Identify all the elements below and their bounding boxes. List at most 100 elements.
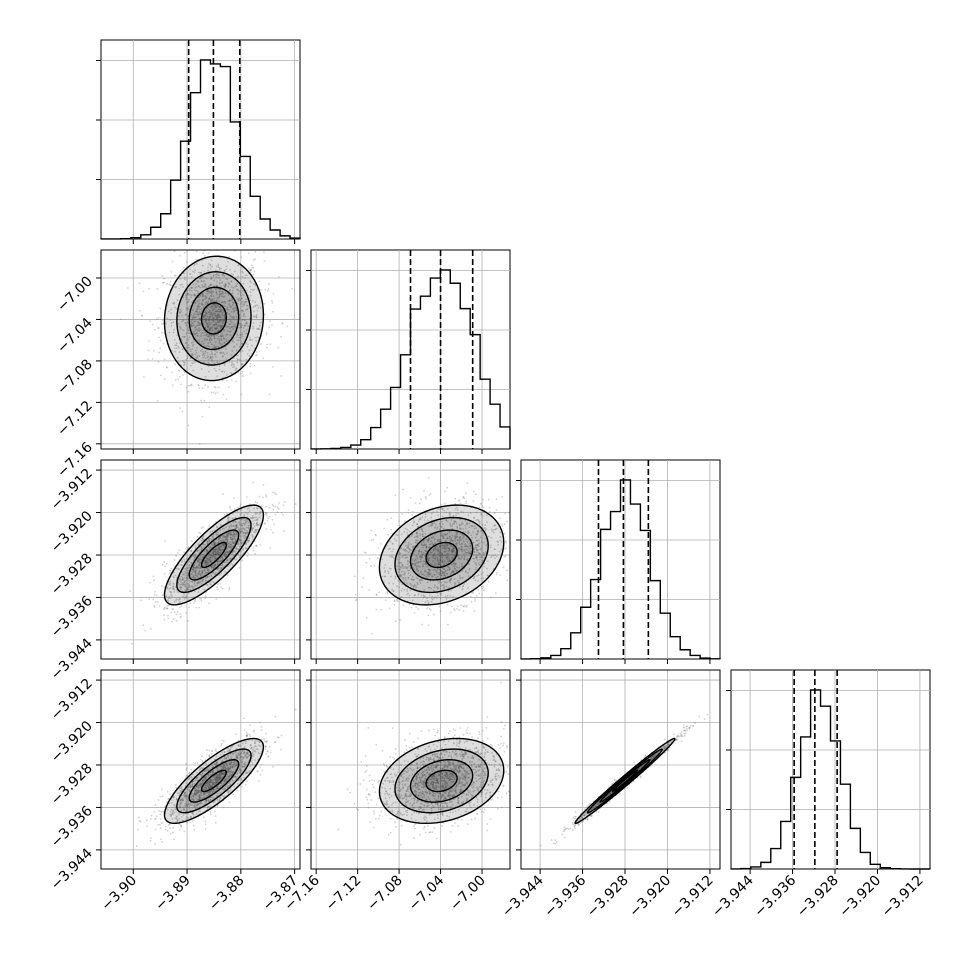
sample-point: [454, 540, 457, 542]
sample-point: [396, 534, 399, 537]
sample-point: [238, 538, 241, 541]
sample-point: [258, 495, 261, 498]
sample-point: [413, 559, 416, 562]
contour-line: [394, 516, 489, 594]
sample-point: [210, 543, 213, 545]
sample-point: [406, 593, 408, 596]
sample-point: [441, 571, 444, 574]
sample-point: [184, 567, 187, 570]
sample-point: [455, 522, 458, 525]
sample-point: [178, 287, 181, 290]
sample-point: [228, 525, 231, 528]
sample-point: [172, 826, 175, 829]
sample-point: [214, 355, 217, 358]
sample-point: [224, 536, 227, 539]
sample-point: [501, 525, 504, 527]
sample-point: [187, 592, 190, 595]
sample-point: [254, 336, 257, 339]
sample-point: [200, 582, 203, 585]
sample-point: [192, 568, 195, 570]
sample-point: [177, 582, 180, 584]
sample-point: [237, 292, 239, 295]
sample-point: [234, 306, 237, 309]
sample-point: [473, 575, 475, 578]
sample-point: [183, 335, 186, 338]
sample-point: [475, 556, 478, 559]
sample-point: [204, 353, 207, 355]
contour-line: [200, 302, 228, 335]
sample-point: [219, 316, 221, 319]
sample-point: [217, 321, 219, 324]
sample-point: [199, 532, 202, 535]
sample-point: [205, 549, 208, 552]
sample-point: [441, 561, 444, 563]
sample-point: [455, 506, 458, 509]
sample-point: [424, 544, 426, 547]
sample-point: [229, 557, 232, 560]
sample-point: [175, 576, 178, 579]
sample-point: [254, 512, 257, 514]
sample-point: [440, 531, 443, 534]
sample-point: [262, 357, 265, 360]
sample-point: [443, 560, 446, 563]
sample-point: [459, 585, 461, 588]
sample-point: [212, 334, 215, 337]
sample-point: [184, 278, 186, 281]
sample-point: [218, 277, 220, 279]
sample-point: [216, 280, 218, 283]
sample-point: [426, 581, 429, 583]
sample-point: [448, 547, 450, 550]
sample-point: [157, 326, 160, 329]
sample-point: [232, 521, 234, 524]
sample-point: [209, 337, 212, 339]
sample-point: [218, 290, 221, 293]
sample-point: [452, 545, 455, 548]
sample-point: [412, 546, 415, 549]
sample-point: [436, 548, 438, 551]
sample-point: [239, 360, 242, 362]
sample-point: [433, 527, 436, 529]
sample-point: [195, 250, 198, 253]
sample-point: [222, 493, 224, 495]
sample-point: [209, 560, 212, 563]
sample-point: [416, 535, 419, 538]
sample-point: [247, 521, 250, 524]
sample-point: [195, 310, 198, 313]
sample-point: [180, 583, 183, 586]
sample-point: [212, 555, 215, 558]
sample-point: [216, 327, 219, 330]
sample-point: [173, 250, 176, 253]
sample-point: [230, 326, 233, 329]
sample-point: [235, 524, 238, 527]
sample-point: [219, 325, 222, 328]
sample-point: [254, 519, 256, 522]
sample-point: [476, 543, 479, 546]
sample-point: [207, 540, 210, 543]
sample-point: [242, 375, 244, 378]
sample-point: [442, 536, 445, 539]
sample-point: [423, 490, 425, 492]
sample-point: [477, 544, 480, 547]
sample-point: [205, 296, 207, 299]
sample-point: [476, 575, 478, 577]
sample-point: [207, 559, 210, 561]
sample-point: [156, 287, 159, 290]
sample-point: [168, 310, 170, 313]
sample-point: [235, 524, 238, 526]
sample-point: [239, 530, 242, 533]
sample-point: [209, 313, 212, 316]
sample-point: [209, 292, 212, 294]
sample-point: [163, 586, 166, 589]
sample-point: [267, 287, 270, 290]
sample-point: [438, 522, 441, 525]
sample-point: [209, 560, 211, 563]
sample-point: [214, 810, 216, 813]
sample-point: [216, 325, 219, 328]
sample-point: [182, 579, 184, 582]
sample-point: [238, 538, 241, 541]
sample-point: [209, 267, 212, 270]
sample-point: [183, 363, 186, 366]
sample-point: [212, 534, 215, 536]
sample-point: [494, 528, 497, 531]
sample-point: [239, 334, 242, 336]
